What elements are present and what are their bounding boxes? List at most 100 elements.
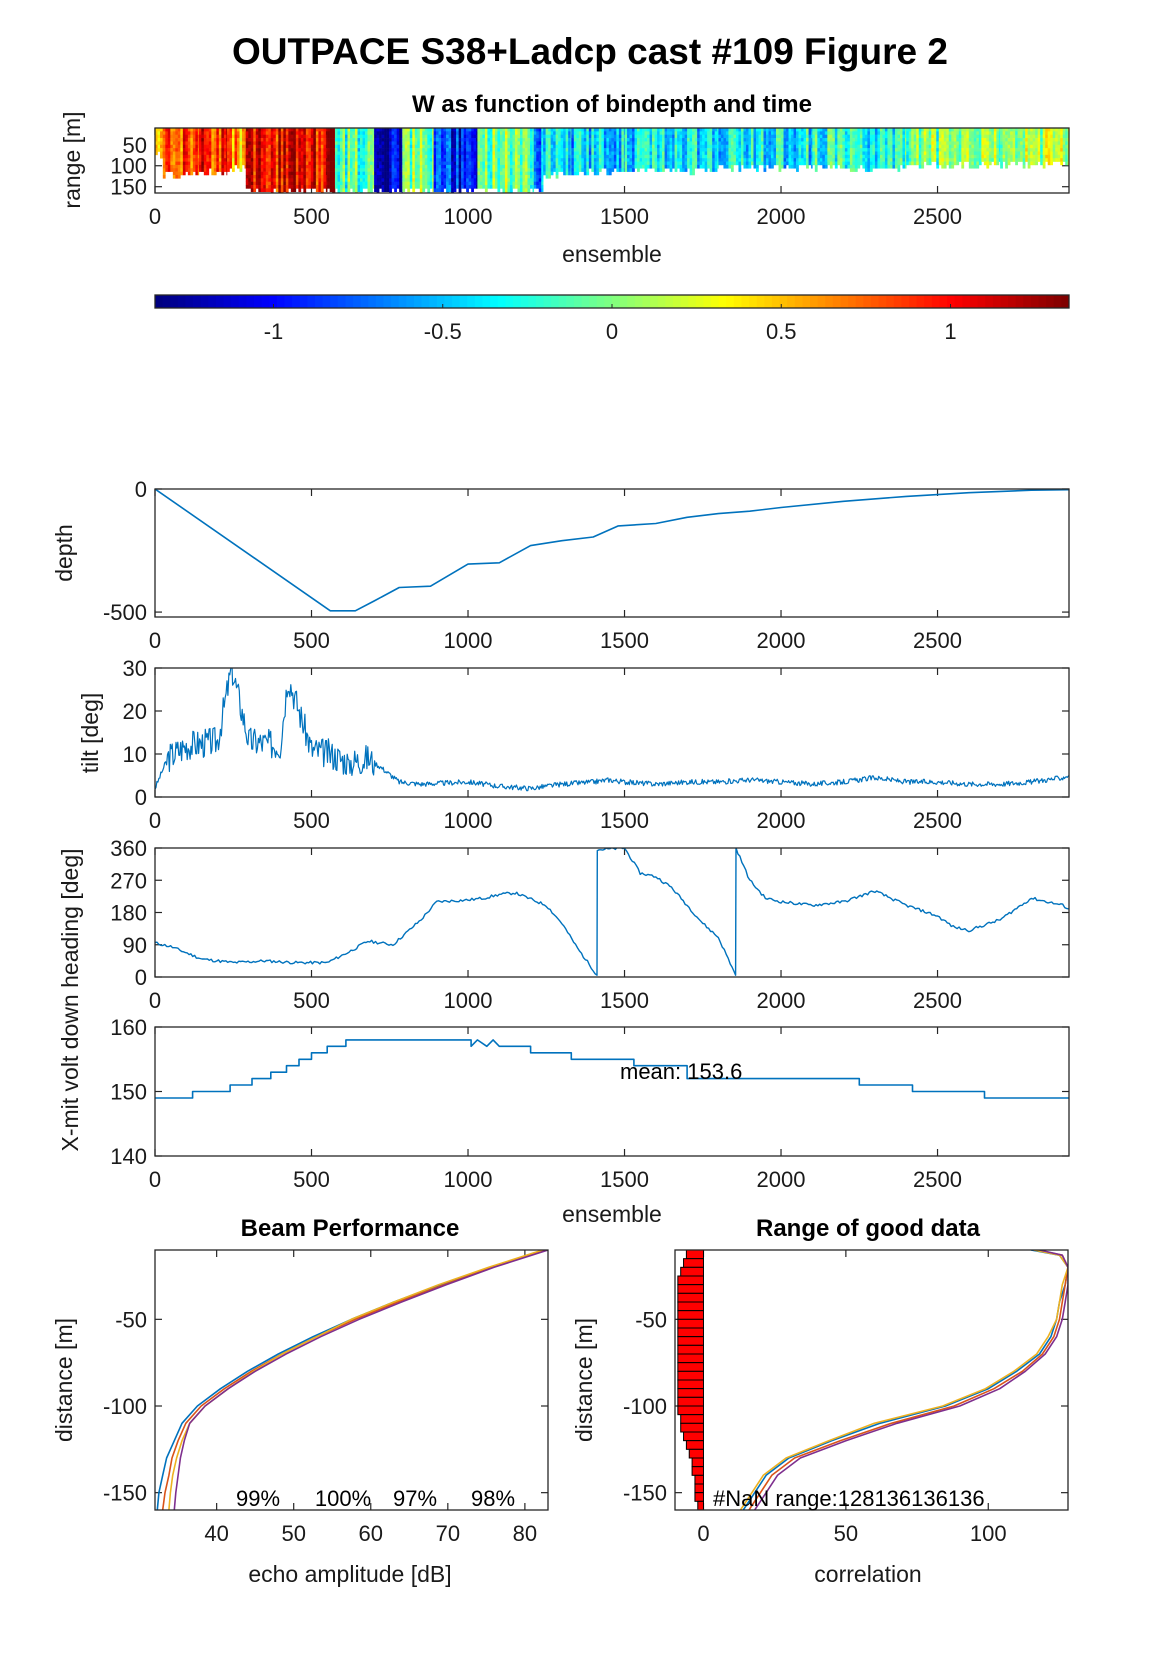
w-cell: [255, 134, 259, 139]
w-cell: [216, 128, 220, 132]
w-cell: [344, 178, 348, 182]
w-cell: [185, 138, 189, 142]
w-cell: [664, 164, 668, 169]
w-cell: [694, 134, 698, 139]
w-cell: [529, 181, 533, 186]
w-cell: [788, 141, 792, 146]
w-cell: [381, 141, 385, 146]
w-cell: [565, 134, 569, 139]
w-cell: [463, 144, 467, 149]
w-cell: [624, 151, 628, 156]
w-cell: [576, 151, 580, 156]
w-cell: [384, 185, 387, 189]
w-cell: [629, 134, 633, 139]
w-cell: [946, 141, 950, 146]
w-cell: [621, 144, 625, 149]
w-cell: [926, 161, 930, 166]
w-cell: [492, 128, 496, 132]
w-cell: [329, 161, 333, 166]
w-cell: [948, 128, 952, 132]
w-cell: [887, 161, 891, 166]
w-cell: [869, 168, 873, 172]
w-cell: [943, 128, 947, 132]
w-cell: [441, 178, 444, 182]
w-cell: [226, 168, 228, 172]
w-cell: [471, 154, 474, 159]
w-cell: [305, 128, 309, 132]
w-cell: [170, 154, 174, 159]
w-cell: [404, 144, 408, 149]
w-cell: [355, 178, 358, 182]
w-cell: [290, 188, 294, 193]
w-cell: [844, 164, 848, 169]
w-cell: [386, 174, 390, 179]
w-cell: [468, 161, 472, 166]
w-cell: [654, 128, 658, 132]
w-cell: [350, 144, 353, 149]
w-cell: [864, 164, 868, 169]
w-cell: [611, 144, 615, 149]
w-cell: [451, 151, 454, 156]
w-cell: [288, 138, 292, 142]
w-cell: [694, 158, 698, 162]
w-cell: [827, 131, 831, 136]
w-cell: [507, 164, 511, 169]
w-cell: [568, 151, 571, 156]
w-cell: [894, 164, 898, 169]
w-cell: [432, 131, 434, 136]
w-cell: [659, 154, 663, 159]
w-cell: [728, 158, 732, 162]
w-cell: [889, 151, 893, 156]
w-cell: [412, 164, 416, 169]
w-cell: [808, 138, 812, 142]
w-cell: [273, 154, 277, 159]
w-cell: [563, 148, 566, 152]
w-cell: [407, 151, 411, 156]
w-cell: [162, 134, 166, 139]
w-cell: [370, 128, 373, 132]
w-cell: [213, 168, 217, 172]
w-cell: [720, 158, 724, 162]
w-cell: [776, 141, 779, 146]
w-cell: [814, 164, 818, 169]
w-cell: [735, 158, 739, 162]
w-cell: [270, 171, 274, 176]
w-cell: [360, 161, 363, 166]
w-cell: [565, 138, 569, 142]
w-cell: [928, 148, 932, 152]
w-cell: [662, 148, 665, 152]
w-cell: [533, 174, 537, 179]
w-cell: [427, 134, 431, 139]
w-cell: [504, 168, 508, 172]
w-cell: [758, 134, 762, 139]
w-cell: [347, 168, 351, 172]
w-cell: [401, 181, 403, 186]
w-cell: [456, 185, 459, 189]
w-cell: [273, 148, 277, 152]
w-cell: [827, 141, 831, 146]
w-cell: [778, 151, 782, 156]
w-cell: [545, 171, 549, 176]
w-cell: [484, 181, 488, 186]
w-cell: [399, 134, 402, 139]
w-cell: [195, 138, 199, 142]
w-cell: [367, 188, 371, 193]
w-cell: [376, 154, 380, 159]
w-cell: [608, 134, 612, 139]
w-cell: [783, 138, 787, 142]
w-cell: [555, 148, 559, 152]
w-cell: [250, 188, 254, 193]
w-cell: [197, 158, 200, 162]
w-cell: [852, 138, 856, 142]
w-cell: [320, 128, 324, 132]
w-cell: [837, 151, 841, 156]
w-cell: [763, 134, 767, 139]
w-cell: [791, 151, 794, 156]
w-cell: [514, 174, 518, 179]
w-cell: [669, 134, 673, 139]
w-cell: [327, 151, 330, 156]
w-cell: [689, 134, 693, 139]
w-cell: [904, 134, 907, 139]
w-cell: [180, 171, 184, 176]
w-cell: [295, 128, 299, 132]
